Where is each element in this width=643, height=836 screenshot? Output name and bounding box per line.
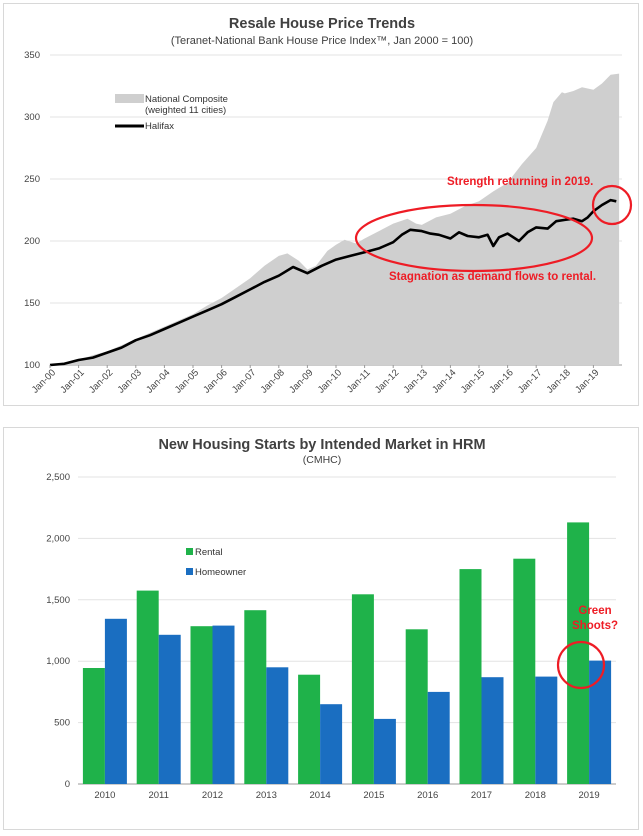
legend-swatch-national bbox=[115, 94, 144, 103]
bar-rental-2013 bbox=[244, 610, 267, 784]
x-tick-label: Jan-08 bbox=[259, 367, 287, 395]
annotations: Strength returning in 2019. Stagnation a… bbox=[354, 176, 633, 283]
x-tick-label: Jan-01 bbox=[58, 367, 86, 395]
stagnation-circle bbox=[354, 203, 594, 273]
bar-homeowner-2011 bbox=[158, 634, 181, 784]
x-tick-label: Jan-13 bbox=[402, 367, 430, 395]
y-tick-label: 250 bbox=[24, 174, 40, 185]
x-tick-label: Jan-18 bbox=[545, 367, 573, 395]
x-tick-label: 2012 bbox=[202, 790, 223, 801]
series-national-composite-area bbox=[50, 73, 620, 365]
x-tick-label: Jan-06 bbox=[201, 367, 229, 395]
y-tick-label: 100 bbox=[24, 360, 40, 371]
x-tick-label: 2016 bbox=[417, 790, 438, 801]
y-tick-label: 500 bbox=[54, 718, 70, 729]
legend: Rental Homeowner bbox=[186, 547, 246, 578]
bar-homeowner-2010 bbox=[104, 618, 127, 784]
x-tick-label: Jan-05 bbox=[173, 367, 201, 395]
bar-homeowner-2017 bbox=[481, 677, 504, 784]
annotation-green: Green bbox=[578, 605, 611, 617]
y-tick-label: 1,500 bbox=[46, 595, 70, 606]
green-shoots-circle bbox=[556, 640, 606, 690]
bar-homeowner-2012 bbox=[212, 625, 235, 784]
series-halifax-line bbox=[49, 198, 617, 367]
annotation-stagnation: Stagnation as demand flows to rental. bbox=[389, 271, 596, 283]
x-tick-label: Jan-14 bbox=[430, 367, 458, 395]
chart-title: Resale House Price Trends bbox=[229, 16, 415, 32]
x-tick-label: Jan-17 bbox=[516, 367, 544, 395]
y-tick-label: 150 bbox=[24, 298, 40, 309]
x-tick-label: Jan-02 bbox=[87, 367, 115, 395]
strength-circle bbox=[591, 184, 633, 226]
legend-label-halifax: Halifax bbox=[145, 121, 174, 132]
x-tick-label: Jan-19 bbox=[573, 367, 601, 395]
annotation-shoots: Shoots? bbox=[572, 620, 618, 632]
y-tick-label: 200 bbox=[24, 236, 40, 247]
bar-rental-2011 bbox=[136, 590, 159, 784]
bar-rental-2016 bbox=[405, 629, 428, 784]
resale-price-chart-panel: Resale House Price Trends (Teranet-Natio… bbox=[3, 3, 639, 406]
legend-swatch-homeowner bbox=[186, 568, 193, 575]
x-tick-label: 2010 bbox=[94, 790, 115, 801]
bar-rental-2018 bbox=[513, 558, 536, 784]
bar-homeowner-2014 bbox=[320, 704, 343, 784]
chart-title: New Housing Starts by Intended Market in… bbox=[158, 437, 485, 453]
legend-label-homeowner: Homeowner bbox=[195, 567, 246, 578]
x-tick-label: 2011 bbox=[148, 790, 168, 801]
x-tick-label: Jan-15 bbox=[459, 367, 487, 395]
x-tick-label: 2019 bbox=[579, 790, 600, 801]
x-tick-label: Jan-10 bbox=[316, 367, 344, 395]
bar-homeowner-2018 bbox=[535, 676, 558, 784]
legend-label-rental: Rental bbox=[195, 547, 222, 558]
legend-label-national: National Composite bbox=[145, 94, 228, 105]
bar-rental-2014 bbox=[298, 674, 321, 784]
y-tick-label: 0 bbox=[65, 779, 70, 790]
x-tick-label: Jan-09 bbox=[287, 367, 315, 395]
legend: National Composite (weighted 11 cities) … bbox=[115, 94, 228, 132]
x-tick-label: Jan-03 bbox=[116, 367, 144, 395]
x-tick-label: Jan-16 bbox=[487, 367, 515, 395]
housing-starts-chart: New Housing Starts by Intended Market in… bbox=[46, 437, 618, 801]
chart-subtitle: (CMHC) bbox=[303, 454, 342, 466]
bar-homeowner-2015 bbox=[373, 718, 396, 784]
housing-starts-chart-panel: New Housing Starts by Intended Market in… bbox=[3, 427, 639, 830]
x-tick-label: 2015 bbox=[363, 790, 384, 801]
bar-homeowner-2019 bbox=[589, 660, 612, 784]
x-tick-label: 2014 bbox=[310, 790, 331, 801]
legend-swatch-rental bbox=[186, 548, 193, 555]
chart-subtitle: (Teranet-National Bank House Price Index… bbox=[171, 35, 473, 47]
x-tick-label: Jan-04 bbox=[144, 367, 172, 395]
x-tick-label: 2017 bbox=[471, 790, 492, 801]
x-tick-label: Jan-07 bbox=[230, 367, 258, 395]
resale-price-chart: Resale House Price Trends (Teranet-Natio… bbox=[24, 16, 633, 396]
bar-homeowner-2016 bbox=[427, 691, 450, 784]
bar-rental-2017 bbox=[459, 569, 482, 784]
x-tick-label: Jan-12 bbox=[373, 367, 401, 395]
x-tick-label: 2018 bbox=[525, 790, 546, 801]
bar-rental-2010 bbox=[82, 668, 105, 784]
legend-label-national-sub: (weighted 11 cities) bbox=[145, 105, 226, 116]
annotation-strength: Strength returning in 2019. bbox=[447, 176, 593, 188]
y-tick-label: 2,500 bbox=[46, 472, 70, 483]
annotations: Green Shoots? bbox=[556, 605, 618, 690]
bar-rental-2019 bbox=[567, 522, 590, 784]
y-tick-label: 350 bbox=[24, 50, 40, 61]
bar-rental-2012 bbox=[190, 626, 213, 784]
bar-homeowner-2013 bbox=[266, 667, 289, 784]
y-tick-label: 2,000 bbox=[46, 533, 70, 544]
y-tick-label: 1,000 bbox=[46, 656, 70, 667]
x-tick-label: Jan-00 bbox=[30, 367, 58, 395]
bar-rental-2015 bbox=[351, 594, 374, 784]
x-tick-label: 2013 bbox=[256, 790, 277, 801]
y-tick-label: 300 bbox=[24, 112, 40, 123]
x-tick-label: Jan-11 bbox=[345, 367, 373, 395]
